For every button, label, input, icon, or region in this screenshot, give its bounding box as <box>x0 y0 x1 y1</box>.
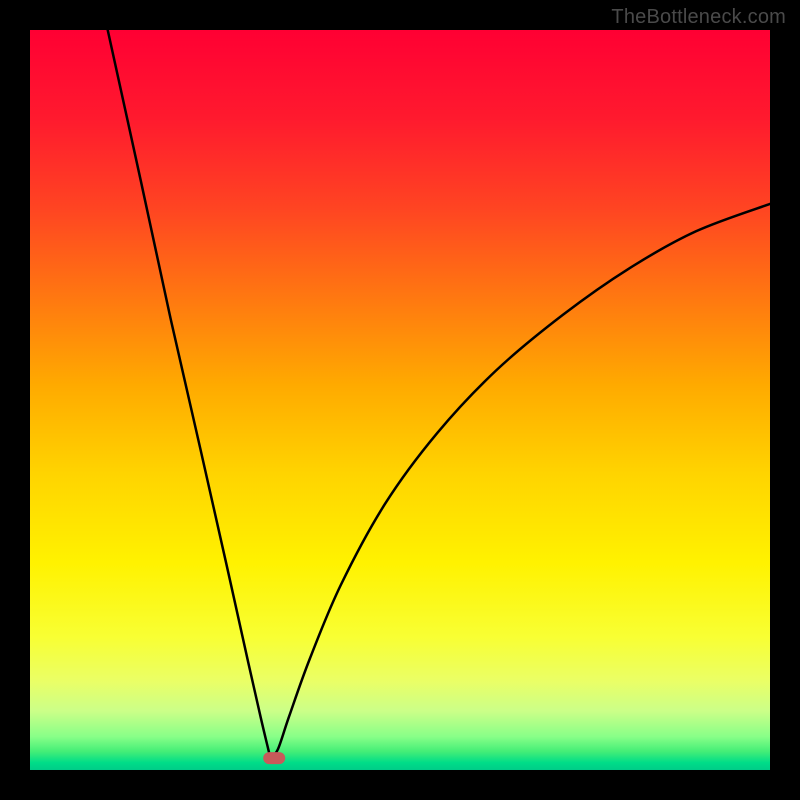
bottleneck-chart <box>30 30 770 770</box>
watermark-text: TheBottleneck.com <box>611 6 786 29</box>
optimal-point-marker <box>263 752 285 764</box>
chart-background <box>30 30 770 770</box>
chart-svg <box>30 30 770 770</box>
